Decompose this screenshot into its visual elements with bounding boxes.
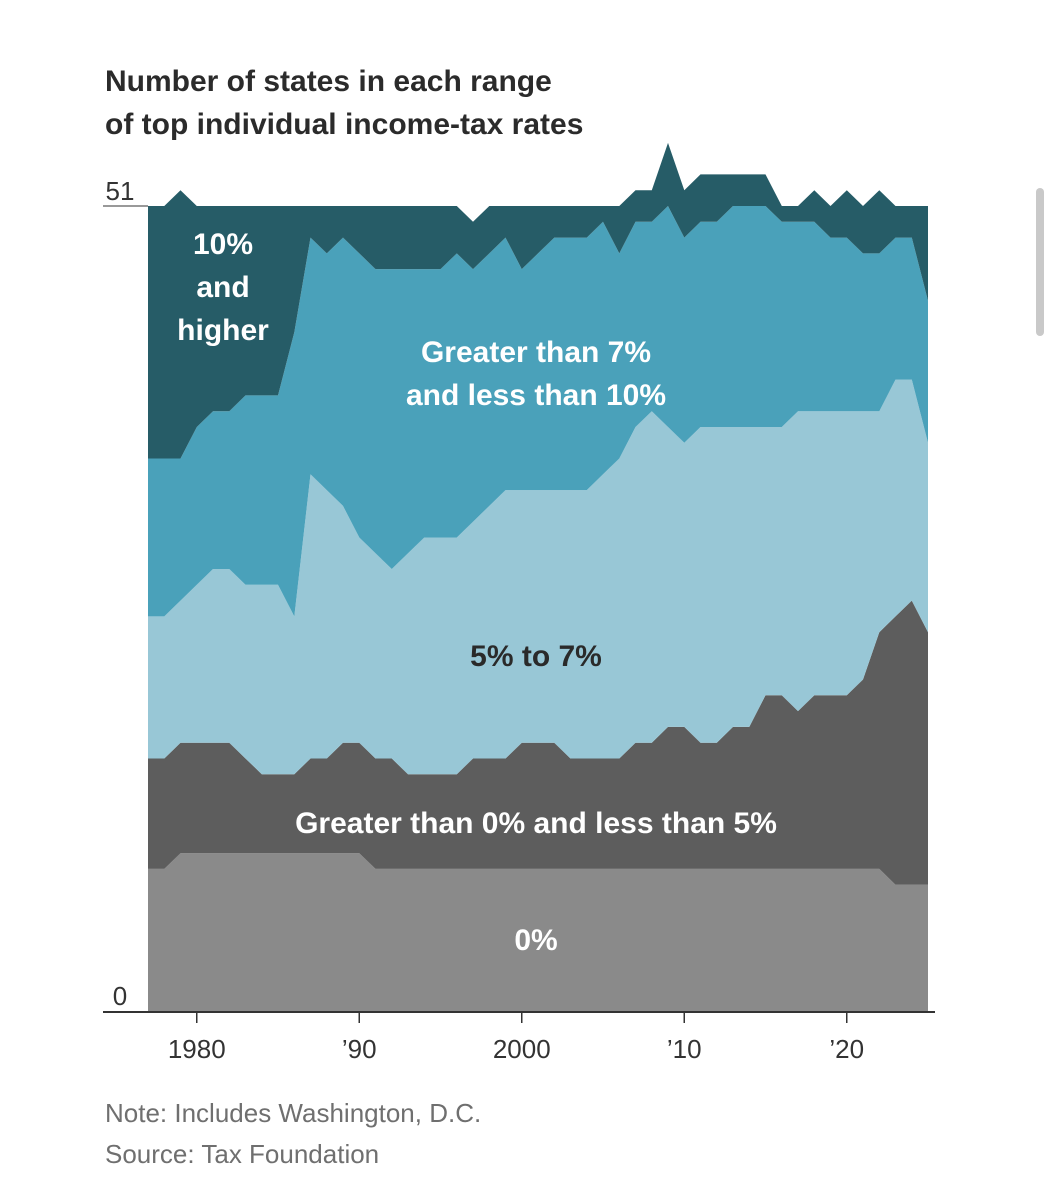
x-tick-label: ’90 <box>342 1034 377 1064</box>
area-series-0 <box>148 853 928 1011</box>
y-tick-label: 0 <box>113 981 127 1011</box>
x-tick-label: ’10 <box>667 1034 702 1064</box>
scrollbar[interactable] <box>1036 188 1044 336</box>
x-tick-label: 2000 <box>493 1034 551 1064</box>
area-series-2 <box>148 379 928 775</box>
x-tick-label: 1980 <box>168 1034 226 1064</box>
chart-notes: Note: Includes Washington, D.C. Source: … <box>105 1093 481 1175</box>
area-series-3 <box>148 206 928 617</box>
area-label: 0% <box>514 924 557 957</box>
chart-title: Number of states in each range of top in… <box>105 60 805 146</box>
area-label: 5% to 7% <box>470 640 602 673</box>
x-tick-label: ’20 <box>829 1034 864 1064</box>
area-label: Greater than 0% and less than 5% <box>295 807 777 840</box>
chart-title-line-1: Number of states in each range <box>105 65 552 98</box>
note-text: Note: Includes Washington, D.C. <box>105 1098 482 1128</box>
area-series-1 <box>148 600 928 885</box>
area-label: Greater than 7% and less than 10% <box>406 336 666 412</box>
source-text: Source: Tax Foundation <box>105 1139 380 1169</box>
y-tick-label: 51 <box>106 176 135 206</box>
chart-title-line-2: of top individual income-tax rates <box>105 108 584 141</box>
area-label: 10% and higher <box>177 228 269 347</box>
area-series-4 <box>148 142 928 459</box>
